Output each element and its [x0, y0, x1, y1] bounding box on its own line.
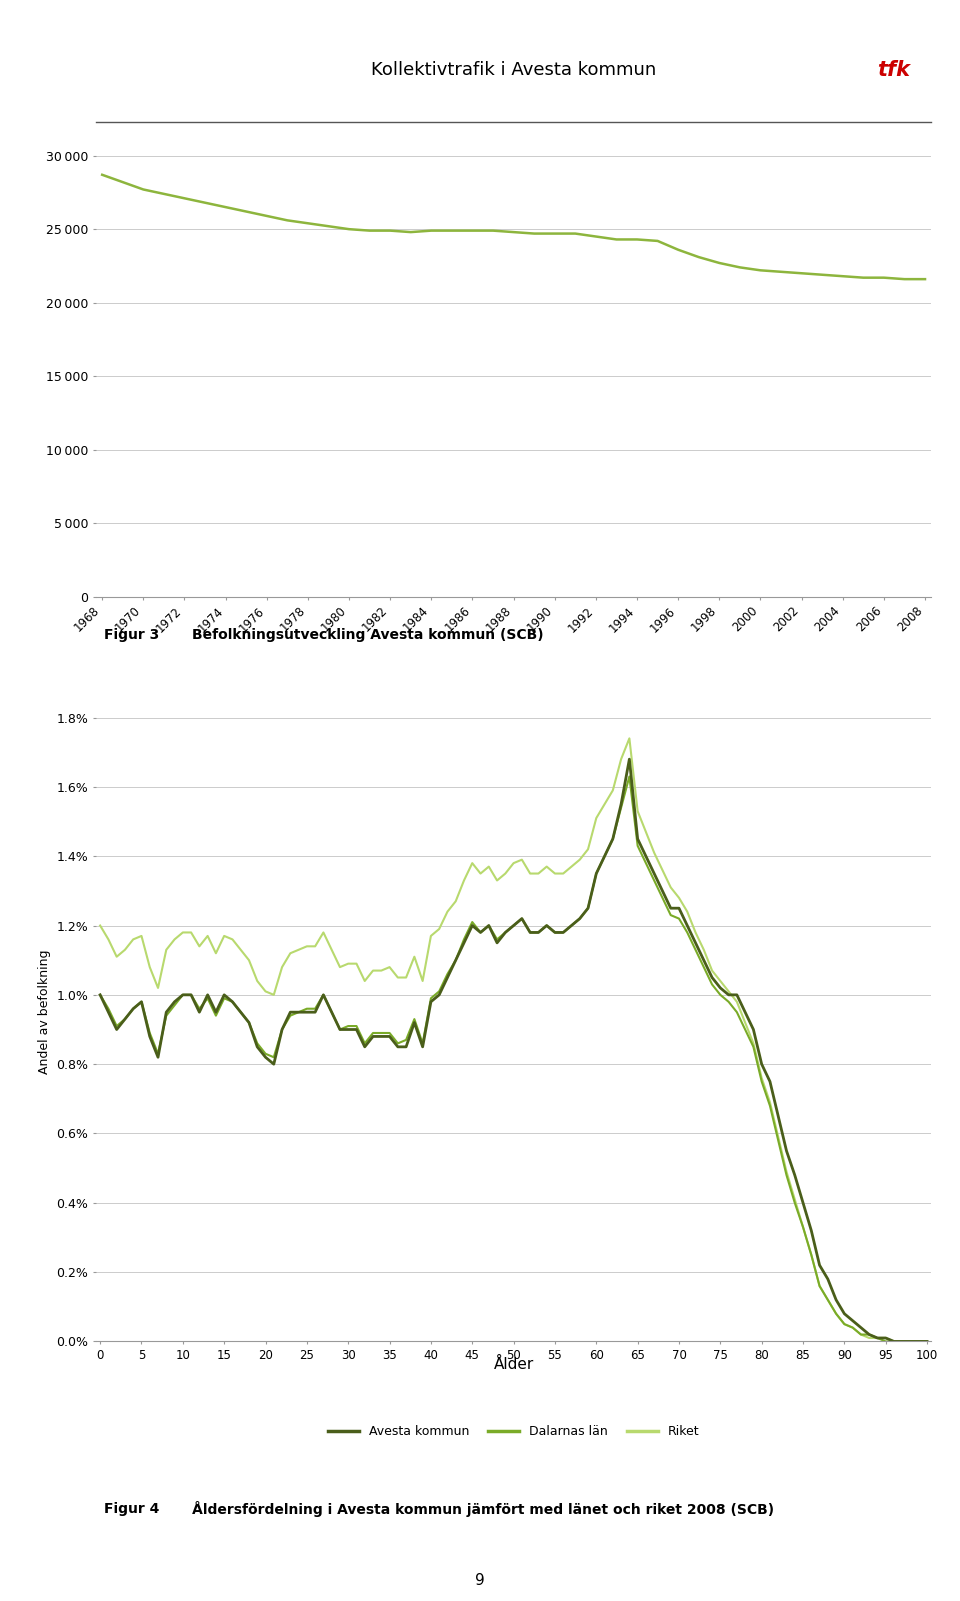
Y-axis label: Andel av befolkning: Andel av befolkning: [37, 949, 51, 1074]
Text: Kollektivtrafik i Avesta kommun: Kollektivtrafik i Avesta kommun: [371, 61, 657, 78]
Text: Åldersfördelning i Avesta kommun jämfört med länet och riket 2008 (SCB): Åldersfördelning i Avesta kommun jämfört…: [192, 1502, 774, 1518]
Legend: Avesta kommun, Dalarnas län, Riket: Avesta kommun, Dalarnas län, Riket: [323, 1420, 705, 1443]
Text: Befolkningsutveckling Avesta kommun (SCB): Befolkningsutveckling Avesta kommun (SCB…: [192, 629, 543, 642]
Text: tfk: tfk: [877, 61, 910, 80]
Text: Figur 4: Figur 4: [105, 1502, 159, 1516]
Text: Figur 3: Figur 3: [105, 629, 159, 642]
Text: Ålder: Ålder: [493, 1358, 534, 1372]
Text: 9: 9: [475, 1574, 485, 1588]
